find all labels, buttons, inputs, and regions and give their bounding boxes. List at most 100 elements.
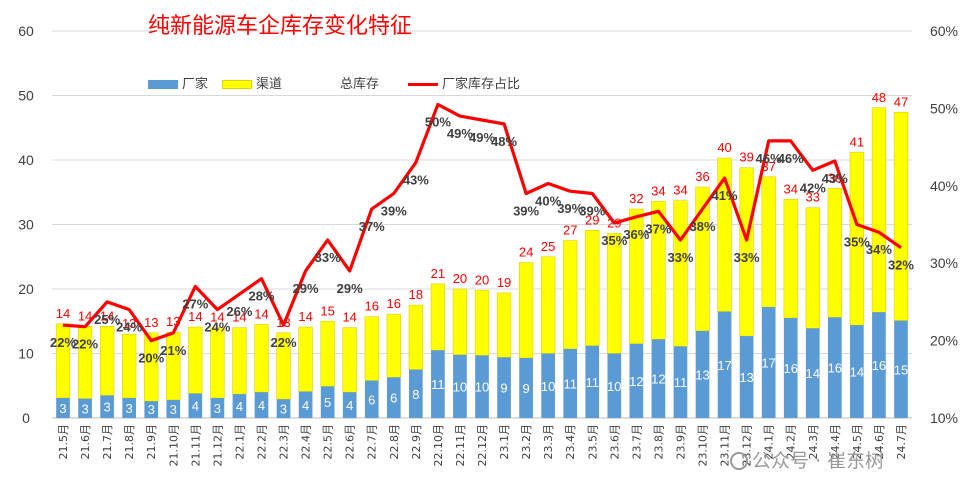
manufacturer-value-label: 4 xyxy=(192,399,199,414)
bar-channel-38 xyxy=(893,111,909,321)
bar-channel-4 xyxy=(144,332,159,402)
ratio-value-label: 46% xyxy=(756,151,782,166)
manufacturer-value-label: 11 xyxy=(563,376,577,391)
manufacturer-value-label: 4 xyxy=(302,398,309,413)
ratio-value-label: 33% xyxy=(734,250,760,265)
y-tick-label: 20 xyxy=(18,281,34,297)
bar-manufacturer-8 xyxy=(232,394,247,418)
x-tick-label: 22.2月 xyxy=(255,424,268,460)
manufacturer-value-label: 3 xyxy=(81,401,88,416)
manufacturer-value-label: 14 xyxy=(806,366,820,381)
ratio-value-label: 36% xyxy=(623,227,649,242)
legend-label-manufacturer: 厂家 xyxy=(182,77,209,92)
total-value-label: 47 xyxy=(894,94,908,109)
x-tick-label: 21.9月 xyxy=(145,424,158,460)
watermark-text: 公众号 · 崔东树 xyxy=(752,450,885,472)
y-tick-label: 30 xyxy=(18,217,34,233)
bar-manufacturer-29 xyxy=(695,330,710,418)
x-tick-label: 22.6月 xyxy=(344,424,357,460)
total-value-label: 20 xyxy=(475,272,489,287)
total-value-label: 14 xyxy=(100,308,114,323)
manufacturer-value-label: 11 xyxy=(431,377,445,392)
bar-channel-19 xyxy=(474,289,490,356)
bar-manufacturer-16 xyxy=(409,369,423,418)
ratio-value-label: 34% xyxy=(866,242,892,257)
total-value-label: 14 xyxy=(232,310,246,325)
manufacturer-value-label: 13 xyxy=(739,370,753,385)
ratio-value-label: 22% xyxy=(271,335,297,350)
bar-manufacturer-38 xyxy=(894,320,908,418)
bar-manufacturer-28 xyxy=(673,346,688,418)
ratio-value-label: 43% xyxy=(403,173,429,188)
total-value-label: 39 xyxy=(739,150,753,165)
bar-channel-33 xyxy=(783,199,798,319)
manufacturer-value-label: 4 xyxy=(258,398,265,413)
x-tick-label: 22.3月 xyxy=(278,424,291,460)
x-tick-label: 22.4月 xyxy=(300,424,313,460)
legend-swatch-channel xyxy=(222,80,252,89)
ratio-value-label: 24% xyxy=(116,320,142,335)
x-tick-label: 24.2月 xyxy=(785,424,798,460)
bar-channel-7 xyxy=(210,327,225,399)
total-value-label: 13 xyxy=(122,316,136,331)
ratio-value-label: 26% xyxy=(226,304,252,319)
x-tick-label: 23.11月 xyxy=(719,424,732,467)
total-value-label: 18 xyxy=(409,287,423,302)
ratio-value-label: 20% xyxy=(138,351,164,366)
manufacturer-value-label: 3 xyxy=(59,401,66,416)
bar-channel-8 xyxy=(232,327,247,395)
ratio-value-label: 22% xyxy=(72,337,98,352)
y-tick-label: 50 xyxy=(18,88,34,104)
ratio-value-label: 49% xyxy=(447,126,473,141)
ratio-value-label: 33% xyxy=(667,250,693,265)
manufacturer-value-label: 15 xyxy=(894,362,908,377)
legend-item-ratio: 厂家库存占比 xyxy=(408,76,520,94)
total-value-label: 27 xyxy=(563,223,577,238)
x-tick-label: 23.7月 xyxy=(630,424,643,460)
ratio-value-label: 41% xyxy=(712,188,738,203)
bar-manufacturer-37 xyxy=(872,312,886,418)
x-tick-label: 23.10月 xyxy=(697,424,710,467)
bar-channel-22 xyxy=(541,256,556,354)
total-value-label: 40 xyxy=(717,140,731,155)
x-tick-label: 22.11月 xyxy=(454,424,467,467)
total-value-label: 41 xyxy=(850,134,864,149)
ratio-value-label: 37% xyxy=(359,219,385,234)
watermark: 公众号 · 崔东树 xyxy=(730,446,884,473)
bar-channel-9 xyxy=(254,324,269,393)
total-value-label: 15 xyxy=(320,303,334,318)
total-value-label: 14 xyxy=(298,309,312,324)
bar-channel-2 xyxy=(99,326,115,396)
x-tick-label: 22.10月 xyxy=(432,424,445,467)
manufacturer-value-label: 12 xyxy=(629,374,643,389)
total-value-label: 19 xyxy=(497,275,511,290)
total-value-label: 29 xyxy=(585,212,599,227)
bar-channel-12 xyxy=(320,320,335,387)
total-value-label: 33 xyxy=(806,190,820,205)
bar-manufacturer-1 xyxy=(78,398,92,418)
manufacturer-value-label: 3 xyxy=(104,400,111,415)
manufacturer-value-label: 3 xyxy=(214,401,221,416)
x-tick-label: 21.11月 xyxy=(189,424,202,467)
x-tick-label: 22.1月 xyxy=(233,424,246,460)
x-tick-label: 22.12月 xyxy=(476,424,489,467)
chart-title: 纯新能源车企库存变化特征 xyxy=(148,14,413,39)
legend-label-channel: 渠道 xyxy=(256,77,283,92)
manufacturer-value-label: 17 xyxy=(717,358,731,373)
bar-manufacturer-3 xyxy=(122,398,137,418)
ratio-value-label: 50% xyxy=(425,115,451,130)
legend-label-ratio: 厂家库存占比 xyxy=(442,77,521,92)
bar-manufacturer-15 xyxy=(386,377,401,418)
x-tick-label: 23.4月 xyxy=(564,424,577,460)
bar-manufacturer-10 xyxy=(276,399,291,418)
manufacturer-value-label: 3 xyxy=(170,402,177,417)
bar-channel-13 xyxy=(342,327,357,393)
manufacturer-value-label: 11 xyxy=(674,375,688,390)
y2-tick-label: 30% xyxy=(930,255,958,271)
x-tick-label: 23.3月 xyxy=(542,424,555,460)
ratio-value-label: 32% xyxy=(888,258,914,273)
manufacturer-value-label: 8 xyxy=(412,387,419,402)
total-value-label: 16 xyxy=(387,296,401,311)
manufacturer-value-label: 13 xyxy=(695,367,709,382)
